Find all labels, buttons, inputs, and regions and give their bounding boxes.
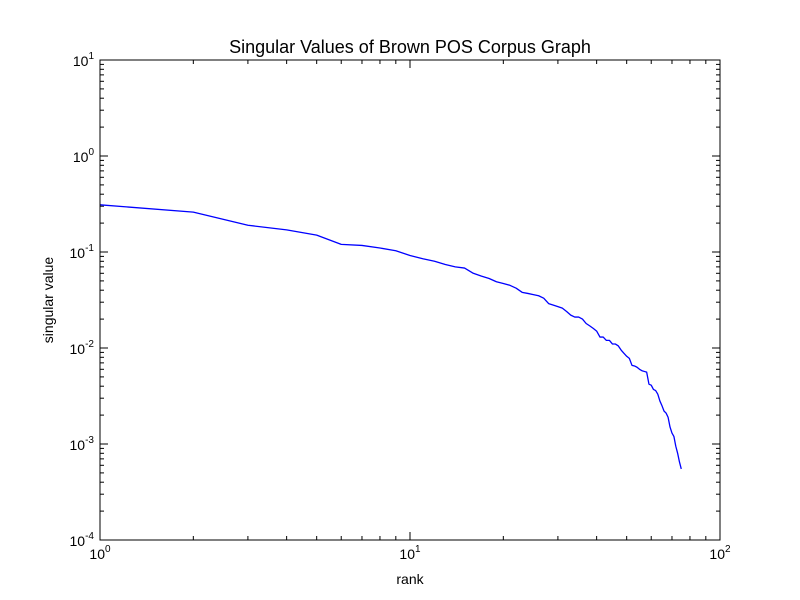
y-axis-label: singular value: [40, 257, 56, 344]
y-tick-label: 101: [73, 51, 95, 69]
y-tick-label: 10-4: [70, 531, 95, 549]
x-tick-label: 102: [709, 544, 731, 562]
y-tick-label: 10-3: [70, 435, 95, 453]
chart-title: Singular Values of Brown POS Corpus Grap…: [229, 37, 591, 57]
y-tick-label: 10-1: [70, 243, 95, 261]
y-tick-label: 100: [73, 147, 95, 165]
y-tick-label: 10-2: [70, 339, 95, 357]
x-tick-label: 101: [399, 544, 421, 562]
series-layer: [99, 204, 682, 470]
series-line: [99, 204, 682, 470]
plot-frame: [99, 59, 721, 541]
tick-labels: 100 101 102 10-4 10-3 10-2 10-1 100 101: [70, 51, 731, 562]
plot-area: [100, 60, 720, 540]
x-axis-label: rank: [396, 571, 424, 587]
x-tick-label: 100: [89, 544, 111, 562]
